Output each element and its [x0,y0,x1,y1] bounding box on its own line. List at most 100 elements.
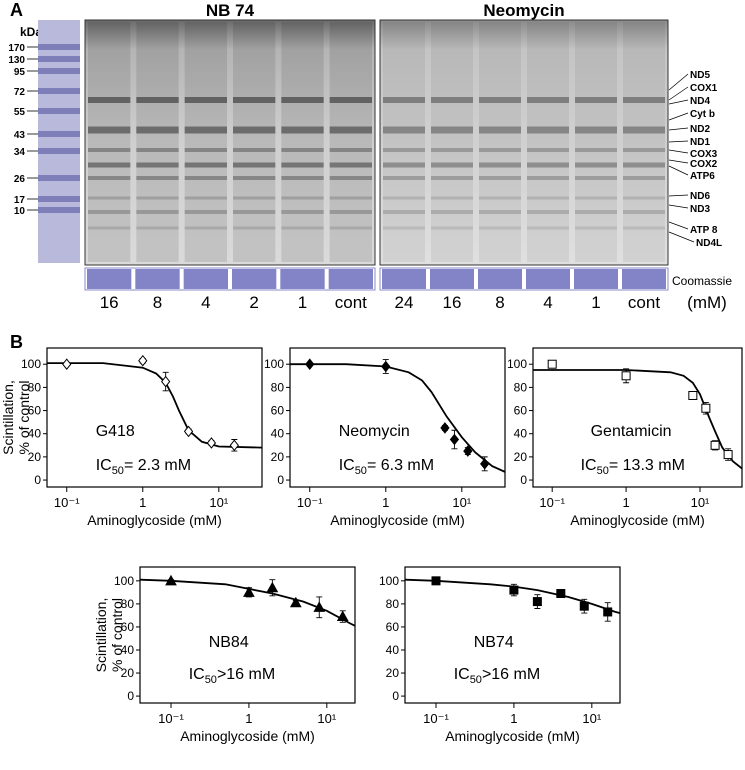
gel-band [575,226,617,230]
gel-lane [281,22,324,262]
band-leader [668,149,689,154]
lane-label: 1 [298,293,307,312]
data-point [138,354,148,367]
plot-frame [139,566,356,704]
coomassie-band [183,269,228,289]
band-leader [668,159,689,164]
ic50-sub: 50 [205,674,217,686]
lane-label: 16 [100,293,119,312]
y-tick-label: 40 [386,643,400,657]
ic50-rest: >16 mM [217,666,275,683]
gel-band [623,148,665,152]
ic50-sub: 50 [597,465,609,477]
gel-band [281,148,324,152]
marker-band [38,56,80,62]
panel-label: B [10,332,23,352]
marker-label: 26 [14,174,26,185]
gel-lane [136,22,179,262]
coomassie-band [574,269,618,289]
gel-band [184,176,227,180]
gel-band [88,162,131,168]
coomassie-band [328,269,373,289]
y-tick-label: 40 [121,643,135,657]
ic50-rest: >16 mM [482,666,540,683]
loading-label: Coomassie [672,274,732,288]
gel-band [329,210,372,214]
y-tick-label: 60 [121,620,135,634]
band-label: Cyt b [690,109,715,120]
y-tick-label: 40 [271,427,285,441]
gel-band [281,210,324,214]
data-point [62,358,72,371]
coomassie-band [135,269,180,289]
y-tick-label: 80 [514,380,528,394]
ic50-annotation: IC50= 2.3 mM [96,457,191,477]
gel-band [431,97,473,103]
compound-label: Gentamicin [591,423,672,440]
lane-label: 2 [249,293,258,312]
gel-band [527,176,569,180]
y-tick-label: 60 [386,620,400,634]
coomassie-band [622,269,666,289]
ic50-text: IC [339,457,355,474]
band-leader [668,221,689,230]
marker-label: 95 [14,67,26,78]
x-axis-label: Aminoglycoside (mM) [87,512,222,528]
gel-band [329,162,372,168]
coomassie-band [382,269,426,289]
band-label: COX1 [690,83,718,94]
coomassie-strip [379,267,669,291]
data-point [305,358,315,371]
gel-band [136,148,179,152]
band-label: COX2 [690,159,718,170]
gel-band [233,196,276,200]
x-tick-label: 1 [245,711,252,726]
x-tick-label: 10⁻¹ [539,495,565,510]
x-tick-label: 10⁻¹ [54,495,80,510]
marker-label: 72 [14,87,26,98]
ic50-rest: = 6.3 mM [367,457,434,474]
gel-band [88,226,131,230]
gel-band [431,210,473,214]
data-point [710,440,720,450]
gel-band [329,126,372,134]
data-point [480,458,490,470]
gel-lane [623,22,665,262]
marker-band [38,44,80,50]
data-point [449,433,460,446]
gel [379,19,669,266]
x-tick-label: 1 [139,495,146,510]
band-leader [668,231,695,243]
gel-band [575,162,617,168]
data-point [381,360,391,373]
gel-band [233,176,276,180]
gel-band [431,162,473,168]
x-tick-label: 10¹ [209,495,228,510]
lane-label: 8 [495,293,504,312]
compound-label: NB84 [209,634,249,651]
gel-band [575,210,617,214]
x-tick-label: 10¹ [691,495,710,510]
gel-band [88,176,131,180]
ic50-annotation: IC50>16 mM [189,666,276,686]
y-tick-label: 0 [127,689,134,703]
coomassie-band [232,269,277,289]
gel-band [184,97,227,103]
y-tick-label: 0 [392,689,399,703]
gel-band [329,176,372,180]
gel-band [383,176,425,180]
data-point [336,610,349,622]
y-tick-label: 60 [271,404,285,418]
x-tick-label: 1 [622,495,629,510]
y-tick-label: 20 [28,450,42,464]
gel-band [527,226,569,230]
marker-band [38,148,80,154]
ic50-rest: = 13.3 mM [609,457,685,474]
gel-band [88,148,131,152]
gel-band [281,162,324,168]
gel-band [527,210,569,214]
ic50-annotation: IC50>16 mM [454,666,541,686]
y-tick-label: 100 [507,357,527,371]
